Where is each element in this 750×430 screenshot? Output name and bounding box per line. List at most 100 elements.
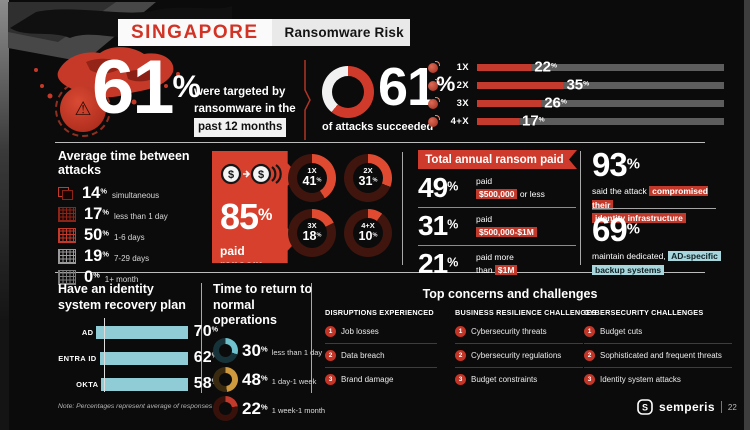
concern-item: 3 Identity system attacks bbox=[584, 368, 732, 391]
attack-count-label: 1X bbox=[456, 61, 469, 73]
paid-ransom-percentage: 85% bbox=[220, 196, 272, 237]
bar-track: 22% bbox=[477, 60, 724, 75]
left-edge-strip bbox=[0, 0, 9, 430]
semperis-logo-icon: S bbox=[637, 399, 653, 415]
bar-value: 35% bbox=[566, 76, 590, 94]
simultaneous-icon bbox=[58, 187, 74, 200]
return-time-donut bbox=[213, 337, 238, 363]
avg-time-row: 14% simultaneous bbox=[58, 185, 208, 202]
attack-count-label: 4+X bbox=[450, 115, 469, 127]
attack-count-label: 2X bbox=[456, 79, 469, 91]
attack-count-row: 4+X 17% bbox=[428, 114, 724, 129]
succeeded-percentage: 61% bbox=[378, 57, 455, 117]
rank-badge: 1 bbox=[325, 326, 336, 337]
vertical-divider bbox=[311, 283, 312, 393]
recovery-bar-row: AD 70% bbox=[81, 323, 218, 341]
recovery-plan-section: Have an identity system recovery plan AD… bbox=[58, 282, 218, 393]
warning-icon: ⚠ bbox=[55, 81, 111, 137]
recovery-plan-bar-chart: AD 70% ENTRA ID 62% OKTA 58% bbox=[58, 323, 218, 393]
bomb-icon bbox=[428, 115, 440, 127]
horizontal-divider bbox=[55, 142, 705, 143]
footnote: Note: Percentages represent average of r… bbox=[58, 403, 213, 410]
highlight-chip: AD-specific bbox=[668, 251, 721, 261]
rank-badge: 1 bbox=[455, 326, 466, 337]
horizontal-divider bbox=[55, 272, 705, 273]
concern-item: 2 Cybersecurity regulations bbox=[455, 344, 583, 368]
recovery-bar-row: ENTRA ID 62% bbox=[58, 349, 218, 367]
return-time-section: Time to return to normal operations 30% … bbox=[213, 282, 325, 421]
attack-count-row: 1X 22% bbox=[428, 60, 724, 75]
targeted-percentage: 61% bbox=[92, 45, 201, 130]
brand-footer: S semperis 22 bbox=[637, 399, 737, 415]
vertical-divider bbox=[580, 151, 581, 265]
bomb-icon bbox=[428, 79, 440, 91]
right-edge-strip bbox=[744, 0, 750, 430]
highlight-chip: backup systems bbox=[592, 264, 665, 275]
amount-chip: $500,000-$1M bbox=[476, 227, 537, 237]
return-time-donut bbox=[213, 395, 238, 421]
donut-hole bbox=[332, 76, 364, 108]
concerns-title: Top concerns and challenges bbox=[422, 287, 598, 301]
rank-badge: 3 bbox=[325, 374, 336, 385]
rank-badge: 2 bbox=[455, 350, 466, 361]
avg-time-row: 0% 1+ month bbox=[58, 269, 208, 286]
coins-icon: $ $ bbox=[220, 163, 282, 185]
bar-fill bbox=[477, 81, 564, 89]
rank-badge: 3 bbox=[455, 374, 466, 385]
rank-badge: 3 bbox=[584, 374, 595, 385]
avg-time-row: 50% 1-6 days bbox=[58, 227, 208, 244]
calendar-icon bbox=[58, 207, 76, 222]
svg-text:S: S bbox=[642, 403, 648, 413]
ransom-donut-2x: 2X 31% bbox=[344, 154, 392, 202]
rank-badge: 2 bbox=[584, 350, 595, 361]
avg-time-row: 17% less than 1 day bbox=[58, 206, 208, 223]
concern-item: 2 Sophisticated and frequent threats bbox=[584, 344, 732, 368]
concerns-column-resilience: BUSINESS RESILIENCE CHALLENGES 1 Cyberse… bbox=[455, 308, 596, 391]
horizontal-divider bbox=[592, 208, 716, 209]
stat-ad-backup: 69% maintain dedicated, AD-specific back… bbox=[592, 213, 724, 277]
recovery-bar-row: OKTA 58% bbox=[76, 375, 218, 393]
bar-track: 17% bbox=[477, 114, 724, 129]
concern-item: 1 Cybersecurity threats bbox=[455, 320, 583, 344]
report-subtitle: Ransomware Risk bbox=[284, 25, 404, 40]
return-time-row: 48% 1 day-1 week bbox=[213, 366, 316, 392]
amount-chip: $1M bbox=[494, 265, 518, 275]
rank-badge: 2 bbox=[325, 350, 336, 361]
bar-fill bbox=[96, 325, 188, 339]
bar-fill bbox=[477, 117, 519, 125]
concerns-column-disruptions: DISRUPTIONS EXPERIENCED 1 Job losses 2 D… bbox=[325, 308, 437, 391]
calendar-icon bbox=[58, 270, 76, 285]
rank-badge: 1 bbox=[584, 326, 595, 337]
vertical-divider bbox=[402, 152, 403, 265]
concerns-column-cybersecurity: CYBERSECURITY CHALLENGES 1 Budget cuts 2… bbox=[584, 308, 732, 391]
bar-fill bbox=[477, 63, 532, 71]
bomb-icon bbox=[428, 61, 440, 73]
bar-chart-axis bbox=[104, 318, 105, 392]
brand-name: semperis bbox=[659, 400, 715, 414]
attack-count-row: 2X 35% bbox=[428, 78, 724, 93]
annual-ransom-banner: Total annual ransom paid bbox=[418, 150, 577, 169]
title-banner: SINGAPORE Ransomware Risk bbox=[118, 19, 410, 46]
svg-text:$: $ bbox=[258, 169, 264, 181]
annual-ransom-rows: 49% paid $500,000 or less 31% paid $500,… bbox=[418, 170, 576, 283]
attack-count-row: 3X 26% bbox=[428, 96, 724, 111]
ransom-row: 49% paid $500,000 or less bbox=[418, 172, 545, 203]
bar-track: 35% bbox=[477, 78, 724, 93]
highlight-past-12-months: past 12 months bbox=[194, 118, 287, 138]
svg-text:$: $ bbox=[228, 169, 234, 181]
bomb-icon bbox=[428, 97, 440, 109]
concern-item: 2 Data breach bbox=[325, 344, 437, 368]
ransom-donut-3x: 3X 18% bbox=[288, 209, 336, 257]
ransom-row: 31% paid $500,000-$1M bbox=[418, 207, 576, 245]
calendar-icon bbox=[58, 228, 76, 243]
warning-glyph: ⚠ bbox=[74, 98, 92, 120]
calendar-icon bbox=[58, 249, 76, 264]
concern-item: 3 Brand damage bbox=[325, 368, 437, 391]
bar-value: 22% bbox=[534, 58, 558, 76]
attack-count-bar-chart: 1X 22% 2X 35% 3X 26% 4+X bbox=[428, 60, 724, 132]
return-time-row: 30% less than 1 day bbox=[213, 337, 322, 363]
bar-track: 26% bbox=[477, 96, 724, 111]
vertical-divider bbox=[201, 283, 202, 393]
avg-time-row: 19% 7-29 days bbox=[58, 248, 208, 265]
